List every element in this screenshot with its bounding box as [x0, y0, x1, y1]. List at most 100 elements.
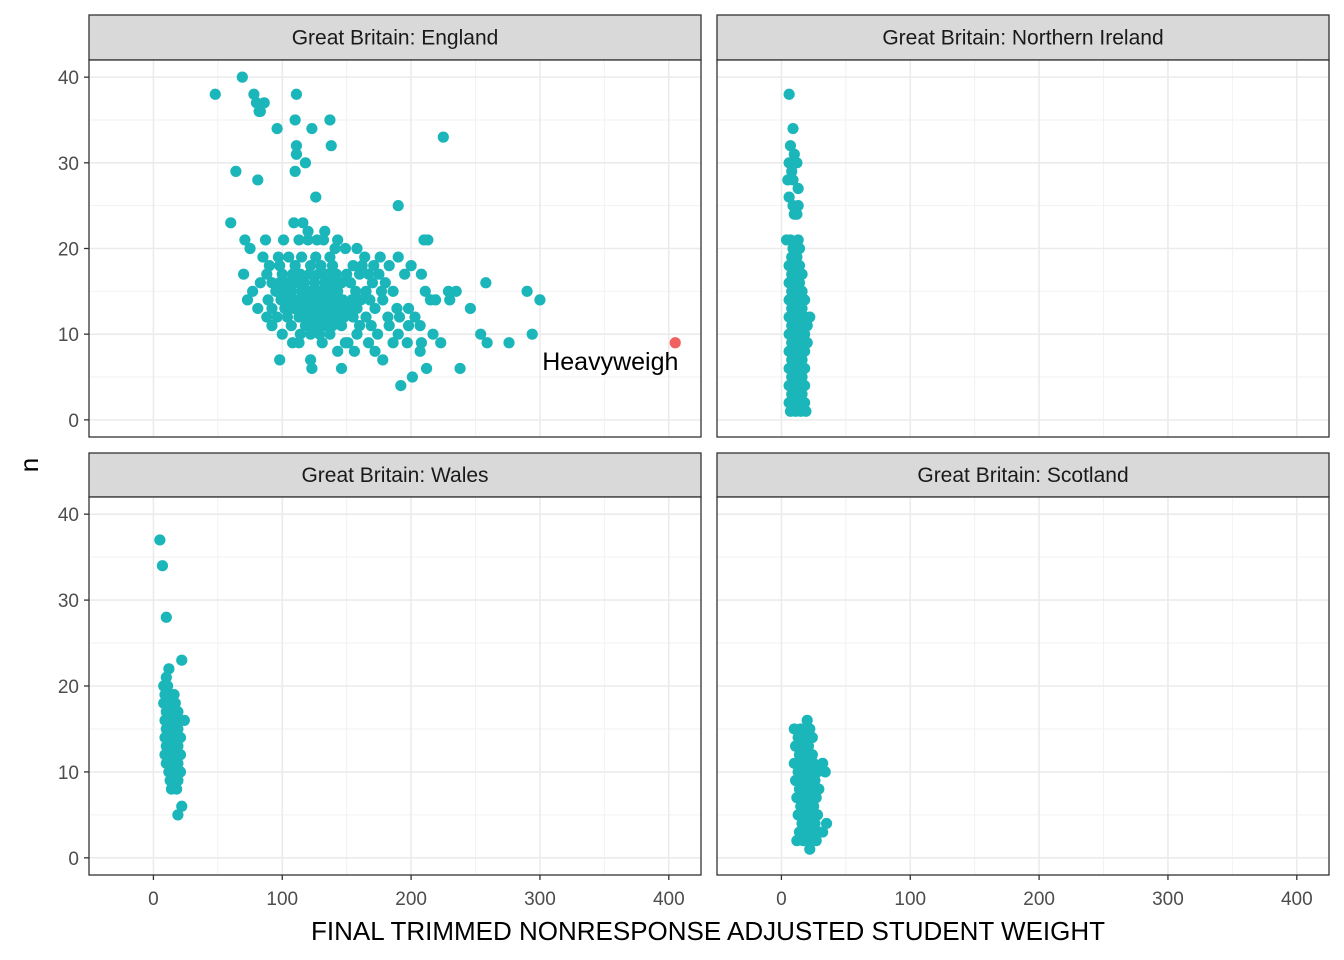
data-point [422, 234, 434, 246]
y-tick-label: 0 [68, 411, 79, 432]
data-point [328, 294, 340, 306]
data-point [808, 757, 820, 769]
data-point [481, 337, 493, 349]
data-point [317, 320, 330, 332]
data-point [429, 294, 442, 306]
data-point [274, 260, 286, 272]
data-point [209, 88, 221, 100]
data-point [383, 260, 395, 272]
data-point [272, 251, 284, 263]
panel-strip [88, 14, 702, 61]
data-point [817, 757, 829, 769]
data-point [230, 165, 242, 177]
data-point [178, 714, 190, 726]
data-point [289, 114, 301, 126]
data-point [271, 122, 283, 135]
data-point [277, 285, 290, 297]
y-tick-label: 20 [58, 240, 79, 261]
data-point [808, 800, 820, 812]
data-point [360, 285, 372, 297]
data-point [344, 277, 357, 289]
data-point [480, 277, 492, 289]
data-point [788, 148, 800, 160]
data-point [289, 165, 301, 177]
data-point [332, 285, 344, 297]
data-point [289, 260, 301, 272]
data-point [329, 242, 341, 255]
data-point [419, 285, 431, 297]
data-point [258, 97, 270, 109]
highlighted-point [669, 337, 681, 349]
data-point [409, 311, 421, 323]
data-point [347, 260, 359, 272]
panel-4: Great Britain: Scotland 0 100 200 300 400 [716, 452, 1330, 910]
data-point [450, 285, 462, 297]
y-tick-label: 10 [58, 325, 79, 346]
data-point [285, 285, 297, 297]
data-point [330, 268, 342, 280]
data-point [306, 122, 318, 135]
data-point [160, 611, 172, 623]
data-point [252, 302, 264, 315]
data-point [341, 268, 353, 280]
data-point [335, 362, 348, 375]
data-point [811, 766, 824, 778]
data-point [266, 277, 278, 289]
data-point [799, 362, 811, 375]
x-tick-label: 0 [148, 889, 159, 910]
data-point [801, 337, 813, 349]
data-point [796, 354, 808, 366]
data-point [813, 783, 825, 795]
data-point [804, 723, 816, 735]
data-point [324, 114, 336, 126]
data-point [315, 302, 327, 315]
panel-border [716, 59, 1330, 438]
panel-title: Great Britain: Wales [301, 464, 488, 487]
data-point [534, 294, 546, 306]
data-point [279, 302, 291, 315]
data-point [303, 268, 315, 280]
x-tick-label: 100 [894, 889, 926, 910]
data-point [342, 302, 354, 315]
data-point [444, 294, 456, 306]
data-point [387, 337, 399, 349]
data-point [351, 328, 363, 340]
data-point [270, 285, 282, 297]
x-tick-label: 300 [524, 889, 556, 910]
data-point [176, 654, 188, 666]
data-point [308, 277, 321, 289]
data-point [329, 311, 341, 323]
data-point [338, 311, 350, 323]
data-point [312, 268, 324, 280]
data-point [802, 740, 815, 752]
data-point [399, 268, 411, 280]
data-point [306, 362, 318, 375]
data-point [784, 140, 797, 152]
data-point [402, 320, 415, 332]
data-point [288, 217, 300, 229]
data-point [799, 731, 811, 744]
data-point [342, 337, 354, 349]
data-point [809, 774, 821, 787]
data-point [792, 234, 804, 246]
data-point [174, 766, 187, 778]
point-annotation: Heavyweigh [542, 348, 678, 376]
data-point [373, 268, 385, 280]
data-point [801, 320, 813, 332]
data-point [163, 663, 175, 675]
data-point [319, 277, 331, 289]
data-point [382, 311, 394, 323]
data-point [783, 191, 795, 203]
data-point [321, 268, 333, 280]
data-point [333, 302, 345, 315]
data-point [365, 320, 377, 332]
data-point [295, 285, 308, 297]
data-point [795, 723, 807, 735]
data-point [325, 140, 337, 152]
data-point [284, 294, 296, 306]
y-tick-label: 30 [58, 154, 79, 175]
data-point [172, 740, 184, 752]
data-point [359, 251, 371, 263]
data-point [250, 97, 263, 109]
data-point [787, 122, 799, 135]
